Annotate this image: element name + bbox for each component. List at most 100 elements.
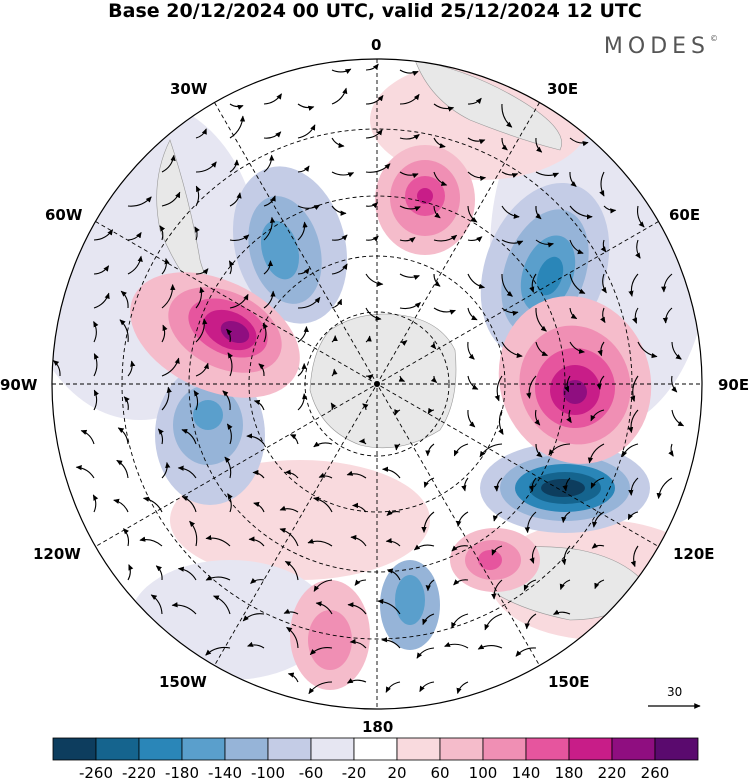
wind-vector bbox=[263, 195, 276, 207]
wind-vector bbox=[561, 511, 571, 524]
wind-vector bbox=[195, 318, 208, 343]
wind-vector bbox=[528, 477, 537, 492]
wind-vector bbox=[548, 443, 571, 456]
wind-vector bbox=[662, 307, 673, 324]
wind-vector bbox=[228, 260, 235, 275]
wind-vector bbox=[331, 298, 342, 309]
wind-vector bbox=[116, 459, 129, 479]
wind-vector bbox=[279, 505, 299, 513]
chart-title: Base 20/12/2024 00 UTC, valid 25/12/2024… bbox=[108, 0, 642, 22]
wind-vector bbox=[283, 608, 299, 615]
colorbar-swatch bbox=[353, 737, 398, 761]
wind-vector bbox=[566, 409, 572, 424]
wind-vector bbox=[501, 239, 524, 246]
colorbar-tick-label: 60 bbox=[430, 764, 450, 782]
wind-vector bbox=[194, 226, 200, 241]
wind-vector bbox=[354, 579, 367, 586]
wind-vector bbox=[297, 267, 310, 275]
wind-vector bbox=[494, 375, 503, 402]
wind-vector bbox=[263, 290, 276, 309]
wind-vector bbox=[248, 536, 265, 547]
wind-vector bbox=[365, 235, 379, 242]
wind-vector bbox=[250, 578, 265, 584]
wind-vector bbox=[381, 637, 401, 649]
wind-vector bbox=[399, 340, 408, 346]
wind-vector bbox=[433, 137, 446, 149]
colorbar-tick-label: -180 bbox=[164, 764, 200, 782]
colorbar-tick-label: -60 bbox=[298, 764, 324, 782]
wind-vector bbox=[297, 165, 310, 173]
wind-vector bbox=[263, 93, 282, 105]
wind-vector bbox=[467, 97, 482, 105]
wind-vector bbox=[419, 681, 435, 693]
wind-vector bbox=[177, 566, 197, 581]
wind-vector bbox=[601, 273, 607, 294]
colorbar-swatch bbox=[654, 737, 699, 761]
wind-vector bbox=[92, 494, 99, 513]
wind-vector bbox=[263, 260, 274, 275]
wind-vector bbox=[561, 545, 571, 566]
wind-vector bbox=[422, 613, 435, 626]
wind-vector bbox=[123, 396, 130, 411]
wind-vector bbox=[456, 681, 469, 695]
wind-vector bbox=[227, 352, 234, 377]
anomaly-field bbox=[52, 59, 702, 709]
wind-vector bbox=[587, 443, 605, 464]
wind-vector bbox=[591, 511, 605, 528]
wind-vector bbox=[467, 137, 486, 145]
wind-vector bbox=[535, 443, 543, 458]
wind-vector bbox=[461, 477, 469, 492]
wind-vector bbox=[671, 341, 682, 360]
wind-vector bbox=[630, 545, 639, 568]
wind-vector bbox=[433, 307, 456, 315]
wind-vector bbox=[80, 429, 95, 445]
wind-vector bbox=[181, 496, 197, 513]
lon-label-150w: 150W bbox=[159, 673, 207, 691]
wind-vector bbox=[628, 273, 639, 297]
wind-vector bbox=[93, 229, 114, 241]
colorbar-swatch bbox=[95, 737, 140, 761]
wind-vector bbox=[263, 154, 275, 173]
wind-vector bbox=[93, 389, 99, 411]
wind-vector bbox=[349, 638, 367, 649]
colorbar-swatch bbox=[52, 737, 97, 761]
wind-vector bbox=[193, 390, 200, 411]
wind-vector bbox=[399, 302, 421, 310]
wind-vector bbox=[425, 579, 435, 592]
wind-vector bbox=[157, 428, 164, 445]
wind-vector bbox=[399, 171, 419, 179]
colorbar-tick-label: -20 bbox=[341, 764, 367, 782]
wind-vector bbox=[263, 131, 282, 139]
lon-label-90e: 90E bbox=[718, 376, 750, 394]
wind-vector bbox=[456, 511, 469, 528]
wind-vector bbox=[161, 154, 176, 173]
wind-vector bbox=[229, 192, 242, 207]
colorbar-swatch bbox=[181, 737, 226, 761]
wind-vector bbox=[621, 443, 639, 458]
wind-vector bbox=[226, 423, 233, 445]
wind-vector bbox=[229, 103, 244, 110]
colorbar-tick-label: -140 bbox=[207, 764, 243, 782]
wind-vector bbox=[262, 322, 269, 343]
wind-vector bbox=[307, 538, 333, 547]
wind-vector bbox=[93, 353, 99, 377]
wind-vector bbox=[205, 646, 231, 656]
colorbar-swatch bbox=[482, 737, 527, 761]
wind-vector bbox=[627, 409, 639, 434]
wind-vector bbox=[247, 641, 265, 649]
wind-vector bbox=[195, 286, 205, 309]
wind-vector bbox=[289, 434, 299, 445]
wind-vector bbox=[331, 171, 355, 178]
wind-vector bbox=[382, 466, 401, 479]
wind-vector bbox=[195, 128, 207, 139]
wind-vector bbox=[399, 134, 420, 140]
wind-vector bbox=[596, 375, 605, 390]
lon-label-0: 0 bbox=[371, 36, 382, 54]
wind-vector bbox=[529, 273, 537, 293]
wind-vector bbox=[117, 427, 129, 445]
wind-vector bbox=[297, 362, 307, 377]
wind-vector bbox=[161, 324, 168, 343]
wind-vector bbox=[142, 496, 163, 513]
wind-vector bbox=[477, 644, 503, 650]
wind-vector bbox=[599, 171, 605, 197]
